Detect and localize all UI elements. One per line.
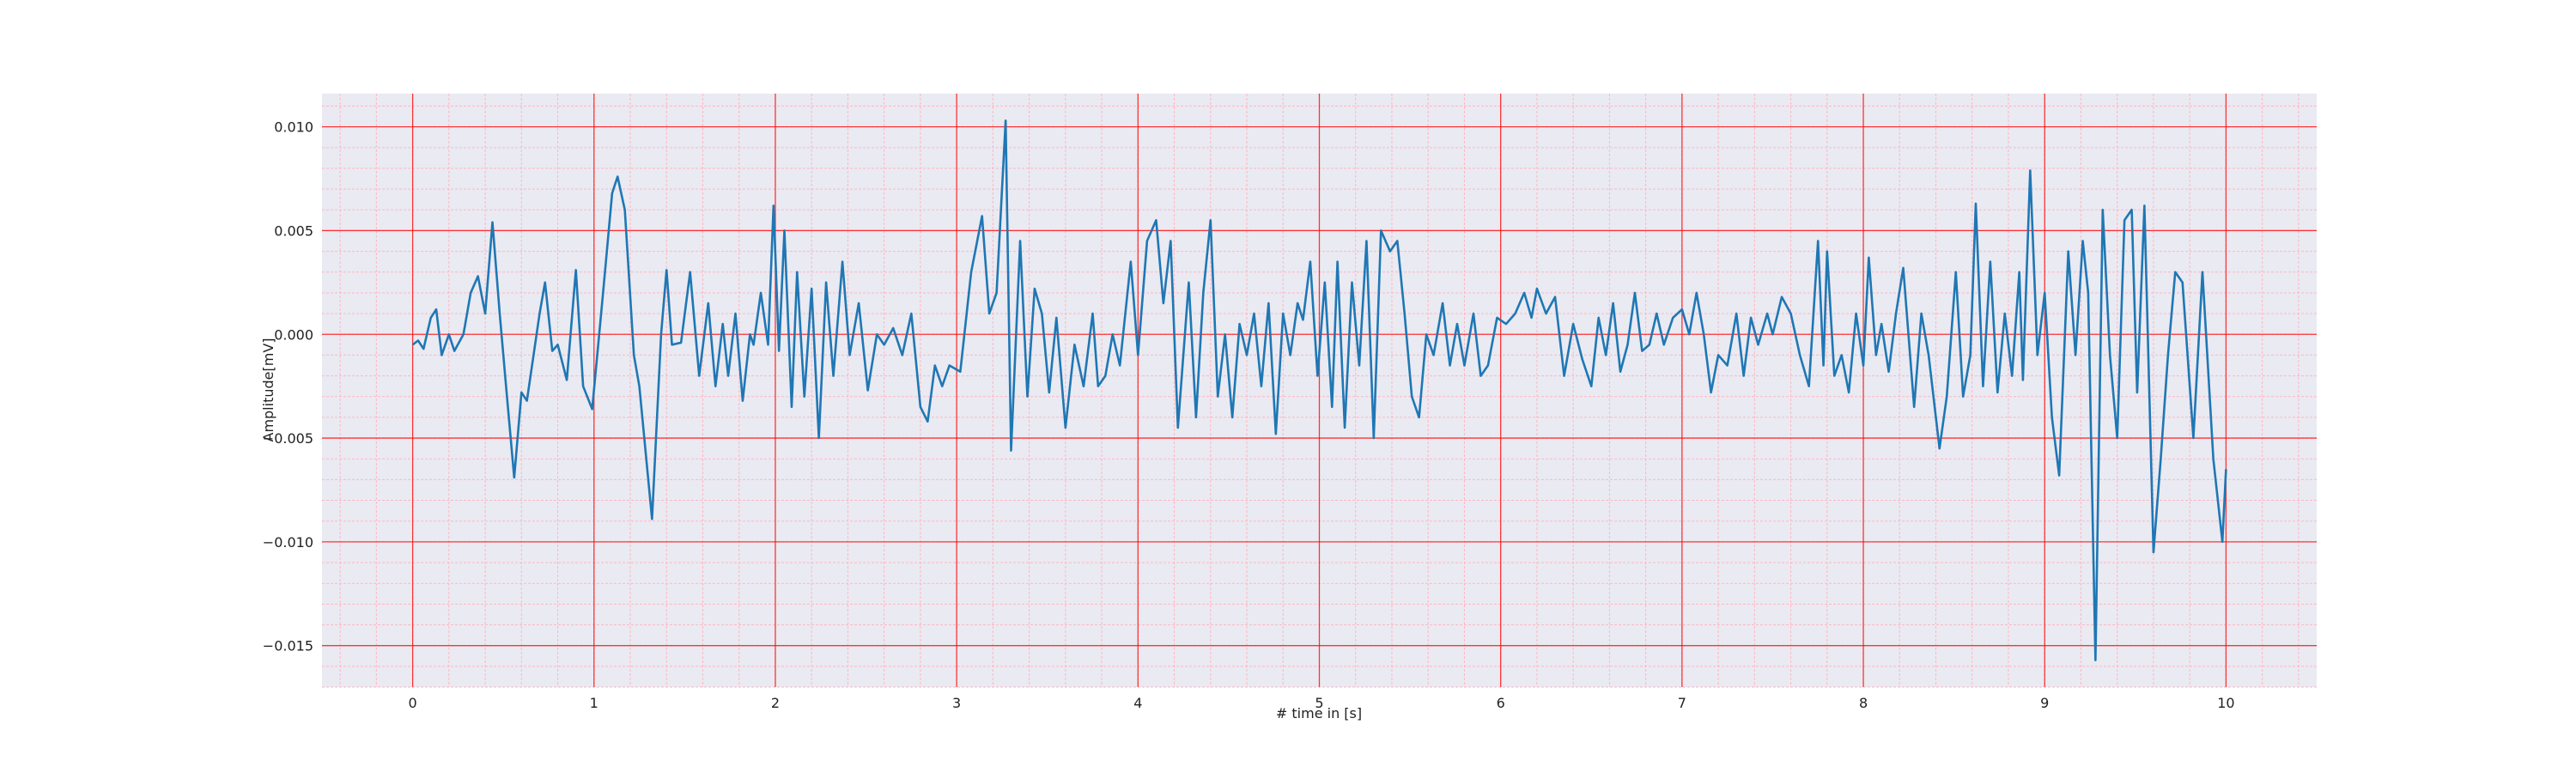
y-tick-label: −0.005 (263, 430, 313, 447)
x-tick-label: 3 (952, 695, 961, 711)
y-tick-label: −0.010 (263, 534, 313, 551)
x-tick-label: 1 (590, 695, 598, 711)
y-tick-label: 0.005 (274, 222, 313, 239)
y-tick-label: 0.010 (274, 119, 313, 136)
x-tick-label: 4 (1133, 695, 1142, 711)
x-tick-label: 8 (1859, 695, 1868, 711)
signal-line (411, 119, 2227, 661)
x-tick-label: 2 (771, 695, 780, 711)
x-tick-label: 6 (1497, 695, 1505, 711)
x-tick-label: 7 (1678, 695, 1686, 711)
y-tick-label: 0.000 (274, 326, 313, 343)
x-tick-label: 9 (2040, 695, 2049, 711)
y-tick-label: −0.015 (263, 638, 313, 654)
y-axis-label: Amplitude[mV] (260, 338, 276, 441)
x-tick-label: 0 (408, 695, 416, 711)
x-tick-label: 10 (2217, 695, 2234, 711)
x-axis-label: # time in [s] (1276, 705, 1362, 721)
x-tick-label: 5 (1315, 695, 1323, 711)
